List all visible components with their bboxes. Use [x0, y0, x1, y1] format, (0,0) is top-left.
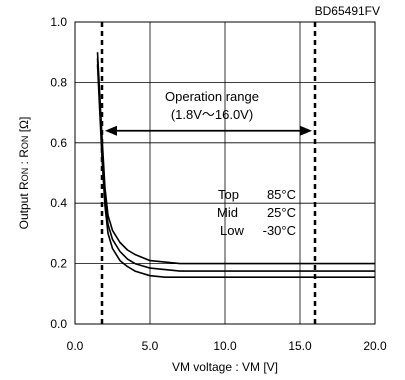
y-tick-label: 0.4 [50, 196, 67, 210]
operation-range-label: Operation range [165, 89, 259, 104]
y-tick-label: 0.6 [50, 136, 67, 150]
y-tick-label: 0.8 [50, 75, 67, 89]
x-axis-title: VM voltage : VM [V] [172, 360, 278, 374]
x-tick-labels: 0.0 5.0 10.0 15.0 20.0 [67, 339, 387, 353]
y-axis-title: Output RON : RON [Ω] [17, 117, 31, 230]
x-tick-label: 10.0 [213, 339, 237, 353]
x-tick-label: 15.0 [288, 339, 312, 353]
series-group [96, 52, 375, 279]
y-tick-label: 0.0 [50, 317, 67, 331]
y-axis-title-main: Output R [17, 181, 31, 229]
legend-label-mid: Mid [217, 205, 238, 220]
legend: Top 85°C Mid 25°C Low -30°C [217, 187, 296, 238]
x-tick-label: 0.0 [67, 339, 84, 353]
y-axis-title-sub2: ON [20, 136, 30, 150]
legend-value-mid: 25°C [267, 205, 296, 220]
series-line-2 [96, 64, 375, 279]
legend-label-low: Low [220, 223, 244, 238]
y-axis-title-unit: [Ω] [17, 117, 31, 136]
legend-value-low: -30°C [263, 223, 296, 238]
operation-range-values: (1.8V〜16.0V) [171, 107, 253, 122]
y-axis-title-sub1: ON [20, 168, 30, 182]
y-tick-label: 0.2 [50, 257, 67, 271]
part-number: BD65491FV [315, 4, 380, 18]
x-tick-label: 20.0 [363, 339, 387, 353]
legend-value-top: 85°C [267, 187, 296, 202]
arrow-right-head [300, 125, 312, 136]
plot-frame [74, 21, 376, 325]
legend-label-top: Top [218, 187, 239, 202]
grid [75, 22, 375, 324]
y-axis-title-mid: : R [17, 149, 31, 168]
arrow-left-head [105, 125, 117, 136]
x-tick-label: 5.0 [142, 339, 159, 353]
y-tick-label: 1.0 [50, 15, 67, 29]
y-tick-labels: 0.0 0.2 0.4 0.6 0.8 1.0 [50, 15, 67, 331]
